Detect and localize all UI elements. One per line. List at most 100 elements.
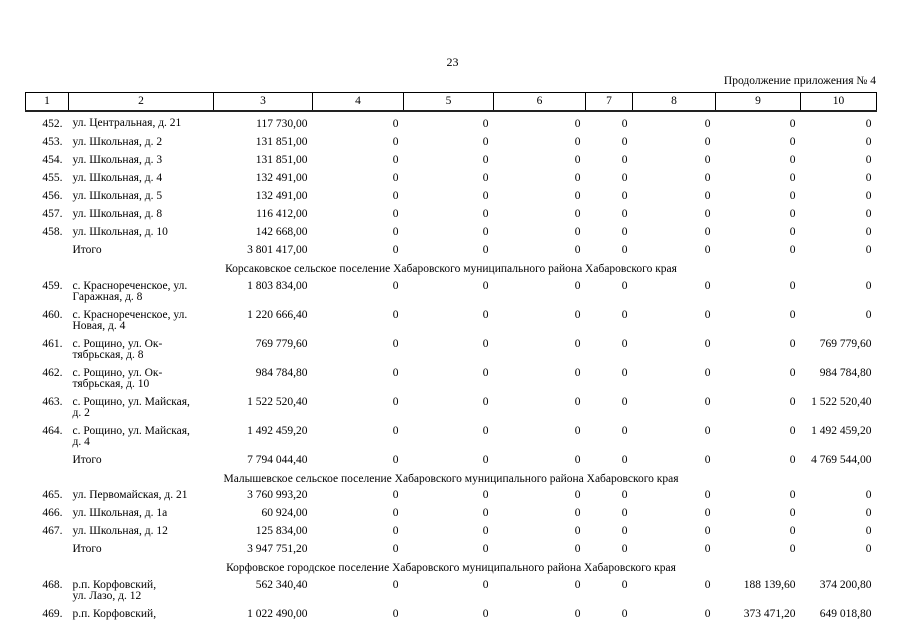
column-header: 3 bbox=[213, 92, 313, 112]
value-cell: 0 bbox=[574, 543, 581, 555]
value-cell: 3 947 751,20 bbox=[247, 543, 308, 555]
value-cell: 0 bbox=[865, 489, 872, 501]
address-cell: с. Краснореченское, ул. Новая, д. 4 bbox=[72, 308, 188, 332]
value-cell: 0 bbox=[482, 118, 489, 130]
value-cell: 0 bbox=[392, 208, 399, 220]
table-row: 458. ул. Школьная, д. 10 142 668,00 0 0 0 0 0 0 0 bbox=[26, 224, 877, 242]
row-number: 468. bbox=[42, 578, 63, 591]
value-cell: 0 bbox=[392, 395, 399, 408]
address-cell: с. Краснореченское, ул. Гаражная, д. 8 bbox=[72, 279, 188, 303]
value-cell: 0 bbox=[482, 543, 489, 555]
value-cell: 984 784,80 bbox=[255, 366, 308, 379]
total-row: Итого 3 947 751,20 0 0 0 0 0 0 0 bbox=[26, 541, 877, 559]
value-cell: 0 bbox=[482, 395, 489, 408]
address-cell: с. Рощино, ул. Ок- тябрьская, д. 10 bbox=[72, 366, 163, 390]
value-cell: 0 bbox=[574, 308, 581, 321]
address-cell: с. Рощино, ул. Майская, д. 4 bbox=[72, 424, 190, 448]
column-header: 6 bbox=[493, 92, 586, 112]
value-cell: 0 bbox=[482, 172, 489, 184]
row-number: 462. bbox=[42, 366, 63, 379]
value-cell: 0 bbox=[704, 208, 711, 220]
value-cell: 132 491,00 bbox=[255, 172, 308, 184]
value-cell: 116 412,00 bbox=[256, 208, 308, 220]
value-cell: 0 bbox=[392, 337, 399, 350]
value-cell: 0 bbox=[704, 308, 711, 321]
value-cell: 0 bbox=[865, 154, 872, 166]
value-cell: 769 779,60 bbox=[255, 337, 308, 350]
value-cell: 1 492 459,20 bbox=[811, 424, 872, 437]
value-cell: 3 760 993,20 bbox=[247, 489, 308, 501]
value-cell: 0 bbox=[392, 489, 399, 501]
page-number: 23 bbox=[446, 55, 459, 69]
value-cell: 0 bbox=[865, 244, 872, 256]
value-cell: 0 bbox=[621, 395, 628, 408]
section-row: Корфовское городское поселение Хабаровск… bbox=[26, 559, 877, 577]
row-number: 463. bbox=[42, 395, 63, 408]
appendix-table: 1 2 3 4 5 6 7 8 9 10 452. ул. Центральная, д. 21 11… bbox=[25, 92, 877, 624]
value-cell: 0 bbox=[789, 489, 796, 501]
value-cell: 0 bbox=[482, 279, 489, 292]
row-number: 456. bbox=[42, 190, 63, 202]
value-cell: 0 bbox=[704, 154, 711, 166]
column-header: 9 bbox=[715, 92, 801, 112]
value-cell: 0 bbox=[789, 172, 796, 184]
value-cell: 131 851,00 bbox=[255, 136, 308, 148]
value-cell: 0 bbox=[865, 308, 872, 321]
row-number: 458. bbox=[42, 226, 63, 238]
value-cell: 0 bbox=[574, 366, 581, 379]
value-cell: 0 bbox=[865, 190, 872, 202]
table-row: 461. с. Рощино, ул. Ок- тябрьская, д. 8 76… bbox=[26, 336, 877, 365]
value-cell: 0 bbox=[392, 424, 399, 437]
row-number: 460. bbox=[42, 308, 63, 321]
value-cell: 0 bbox=[621, 190, 628, 202]
value-cell: 0 bbox=[789, 154, 796, 166]
value-cell: 0 bbox=[482, 607, 489, 620]
column-header: 10 bbox=[800, 92, 877, 112]
address-cell: с. Рощино, ул. Майская, д. 2 bbox=[72, 395, 190, 419]
value-cell: 0 bbox=[482, 337, 489, 350]
total-label: Итого bbox=[72, 244, 102, 256]
value-cell: 0 bbox=[574, 489, 581, 501]
value-cell: 0 bbox=[865, 226, 872, 238]
value-cell: 0 bbox=[392, 154, 399, 166]
column-header: 7 bbox=[585, 92, 633, 112]
value-cell: 0 bbox=[621, 226, 628, 238]
table-row: 462. с. Рощино, ул. Ок- тябрьская, д. 10 9… bbox=[26, 365, 877, 394]
value-cell: 562 340,40 bbox=[255, 578, 308, 591]
value-cell: 0 bbox=[621, 308, 628, 321]
table-row: 455. ул. Школьная, д. 4 132 491,00 0 0 0 0 0 0 0 bbox=[26, 170, 877, 188]
value-cell: 0 bbox=[704, 279, 711, 292]
row-number: 461. bbox=[42, 337, 63, 350]
value-cell: 0 bbox=[789, 226, 796, 238]
value-cell: 0 bbox=[574, 172, 581, 184]
value-cell: 1 522 520,40 bbox=[811, 395, 872, 408]
value-cell: 0 bbox=[574, 226, 581, 238]
value-cell: 0 bbox=[865, 279, 872, 292]
value-cell: 0 bbox=[574, 208, 581, 220]
value-cell: 0 bbox=[789, 525, 796, 537]
value-cell: 0 bbox=[704, 172, 711, 184]
value-cell: 0 bbox=[574, 578, 581, 591]
value-cell: 0 bbox=[621, 543, 628, 555]
address-cell: ул. Школьная, д. 2 bbox=[72, 136, 163, 148]
value-cell: 0 bbox=[789, 308, 796, 321]
table-row: 452. ул. Центральная, д. 21 117 730,00 0 0 0 0… bbox=[26, 111, 877, 134]
total-row: Итого 3 801 417,00 0 0 0 0 0 0 0 bbox=[26, 242, 877, 260]
address-cell: ул. Школьная, д. 1а bbox=[72, 507, 168, 519]
value-cell: 0 bbox=[392, 244, 399, 256]
address-cell: ул. Школьная, д. 3 bbox=[72, 154, 163, 166]
table-body: 452. ул. Центральная, д. 21 117 730,00 0 0 0 0… bbox=[26, 111, 877, 624]
value-cell: 0 bbox=[789, 453, 796, 466]
value-cell: 0 bbox=[704, 424, 711, 437]
value-cell: 0 bbox=[482, 525, 489, 537]
value-cell: 0 bbox=[574, 244, 581, 256]
row-number: 459. bbox=[42, 279, 63, 292]
value-cell: 0 bbox=[704, 244, 711, 256]
table-row: 468. р.п. Корфовский, ул. Лазо, д. 12 562 … bbox=[26, 577, 877, 606]
row-number: 457. bbox=[42, 208, 63, 220]
value-cell: 0 bbox=[621, 118, 628, 130]
value-cell: 0 bbox=[704, 607, 711, 620]
value-cell: 4 769 544,00 bbox=[811, 453, 872, 466]
address-cell: ул. Первомайская, д. 21 bbox=[72, 489, 188, 501]
